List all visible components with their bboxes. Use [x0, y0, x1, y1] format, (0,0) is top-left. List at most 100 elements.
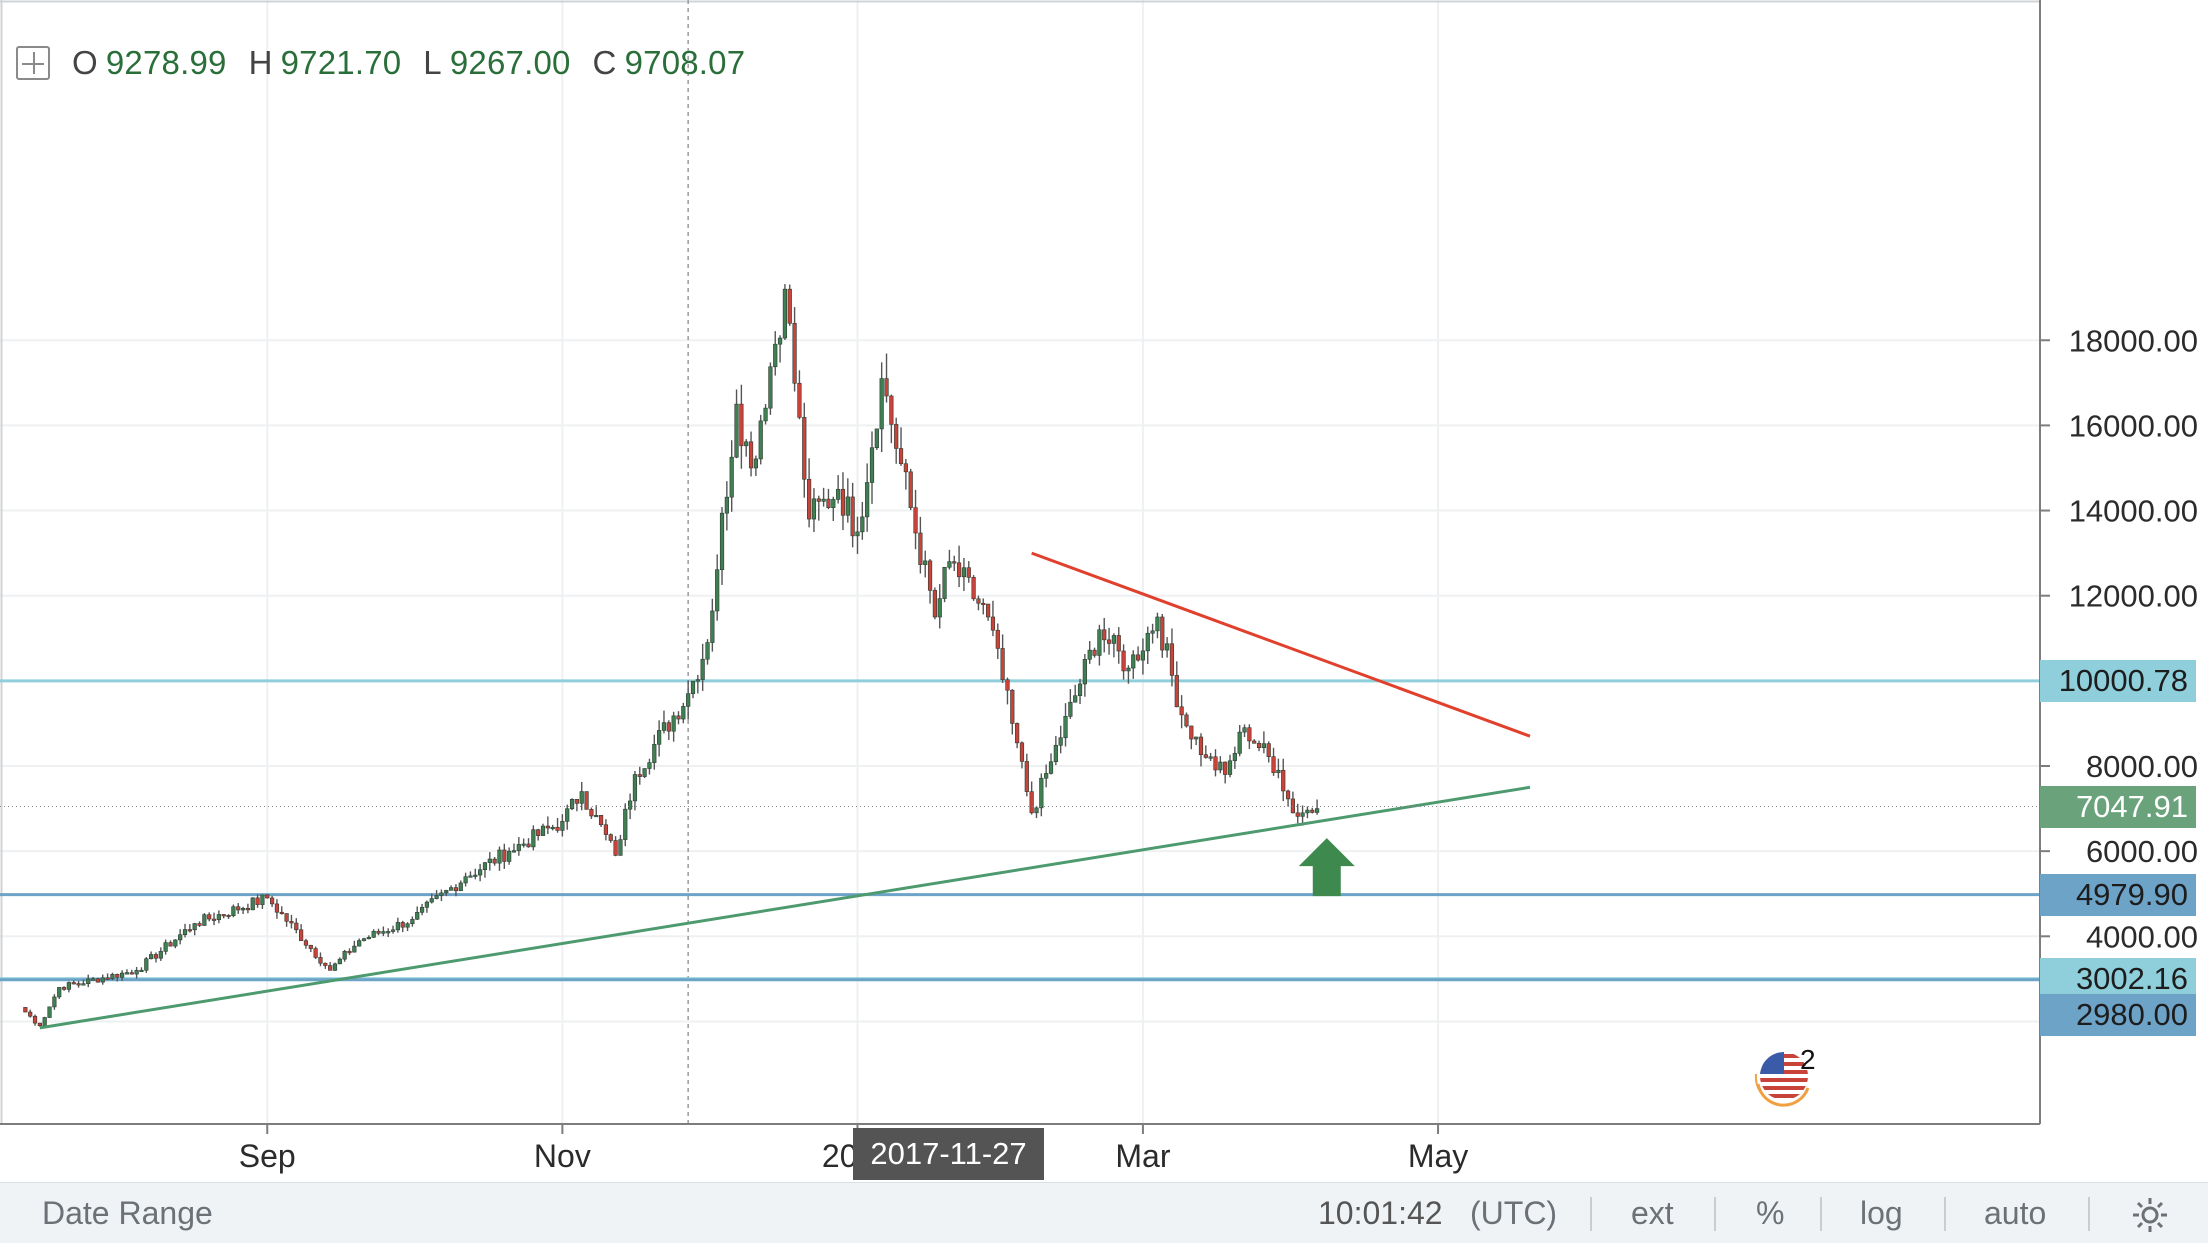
- toolbar-divider: [1820, 1197, 1822, 1231]
- candle-body: [390, 929, 396, 932]
- candle-body: [898, 448, 904, 465]
- candle-body: [57, 987, 62, 998]
- candle-body: [613, 840, 618, 856]
- candle-body: [1184, 714, 1189, 727]
- last-price-tag: 7047.91: [2040, 785, 2196, 828]
- candle-body: [729, 456, 734, 498]
- candle-body: [569, 799, 575, 810]
- log-toggle[interactable]: log: [1860, 1195, 1903, 1231]
- candle-body: [1058, 737, 1063, 746]
- candle-body: [947, 561, 952, 568]
- candle-body: [845, 496, 850, 516]
- candle-body: [797, 382, 802, 418]
- crosshair-toggle-icon[interactable]: [16, 46, 50, 80]
- candle-body: [434, 895, 439, 899]
- candle-body: [386, 931, 391, 934]
- auto-toggle[interactable]: auto: [1984, 1195, 2047, 1231]
- candle-body: [681, 706, 686, 720]
- candle-body: [773, 343, 778, 368]
- candle-body: [231, 906, 236, 916]
- candle-body: [1247, 727, 1252, 742]
- price-axis[interactable]: 4000.00 6000.00 8000.00 12000.00 14000.00 160…: [2040, 323, 2198, 954]
- candle-body: [1256, 742, 1262, 749]
- candle-body: [913, 507, 918, 534]
- candle-body: [608, 834, 613, 841]
- candle-body: [1242, 727, 1247, 733]
- high-value: 9721.70: [280, 44, 402, 81]
- candle-body: [603, 824, 609, 835]
- candle-body: [1092, 649, 1097, 656]
- candle-body: [168, 942, 173, 947]
- events-badge[interactable]: 2: [1748, 1044, 1842, 1108]
- candle-body: [1111, 635, 1117, 644]
- candle-body: [1106, 639, 1112, 644]
- candle-body: [211, 918, 217, 921]
- candle-body: [918, 532, 923, 565]
- candle-body: [1135, 654, 1141, 661]
- candle-body: [42, 1017, 47, 1027]
- candle-body: [1048, 761, 1054, 774]
- price-chart[interactable]: 4000.00 6000.00 8000.00 12000.00 14000.00 160…: [0, 0, 2208, 1182]
- candle-body: [192, 923, 197, 931]
- percent-toggle[interactable]: %: [1756, 1195, 1785, 1231]
- candle-body: [623, 808, 628, 840]
- candle-body: [76, 983, 81, 986]
- candle-body: [1015, 723, 1020, 744]
- candle-body: [1160, 616, 1165, 651]
- candle-body: [366, 937, 371, 940]
- candle-body: [1145, 632, 1150, 652]
- level-price-tag: 3002.16: [2040, 957, 2196, 1000]
- candle-body: [482, 862, 488, 871]
- candle-body: [1227, 760, 1233, 775]
- candle-body: [497, 849, 502, 864]
- candle-body: [1300, 812, 1305, 817]
- candle-body: [245, 907, 251, 911]
- candle-body: [352, 945, 357, 953]
- trendline: [39, 785, 1531, 1030]
- toolbar-divider: [1714, 1197, 1716, 1231]
- price-tick-label: 16000.00: [2069, 408, 2198, 443]
- toolbar-divider: [1590, 1197, 1592, 1231]
- candle-body: [1285, 790, 1291, 800]
- candle-body: [95, 978, 101, 983]
- date-range-button[interactable]: Date Range: [42, 1195, 213, 1231]
- candle-body: [265, 894, 270, 899]
- candle-body: [705, 642, 710, 660]
- candle-body: [652, 743, 657, 763]
- candle-body: [294, 922, 299, 931]
- candle-body: [28, 1011, 33, 1017]
- candle-body: [1203, 754, 1208, 758]
- candle-body: [178, 934, 183, 941]
- candle-body: [197, 923, 202, 926]
- candle-body: [1010, 689, 1015, 724]
- price-axis-background: [2040, 0, 2208, 1124]
- candle-body: [753, 458, 758, 469]
- candle-body: [410, 918, 415, 925]
- candle-body: [579, 791, 584, 804]
- candle-body: [1140, 650, 1146, 661]
- candle-body: [874, 428, 879, 449]
- candle-body: [1213, 756, 1218, 771]
- candle-body: [831, 499, 836, 508]
- candle-body: [439, 892, 444, 896]
- candle-body: [71, 982, 76, 985]
- candle-body: [671, 715, 676, 732]
- candle-body: [86, 978, 91, 984]
- candle-body: [1310, 809, 1315, 813]
- gear-icon[interactable]: [2130, 1185, 2170, 1245]
- candle-body: [1000, 648, 1005, 680]
- candle-body: [821, 498, 826, 502]
- level-price-tag: 2980.00: [2040, 993, 2196, 1036]
- candle-body: [1174, 675, 1179, 708]
- candle-body: [1208, 756, 1213, 759]
- candle-body: [110, 974, 115, 980]
- candle-body: [787, 288, 792, 324]
- trendline: [1031, 551, 1531, 738]
- candle-body: [956, 562, 962, 578]
- candle-body: [598, 815, 604, 826]
- candle-body: [860, 516, 865, 533]
- ext-toggle[interactable]: ext: [1631, 1195, 1674, 1231]
- ohlc-legend: O 9278.99 H 9721.70 L 9267.00 C 9708.07: [16, 40, 767, 86]
- candle-body: [923, 560, 928, 565]
- timezone-button[interactable]: (UTC): [1470, 1195, 1558, 1231]
